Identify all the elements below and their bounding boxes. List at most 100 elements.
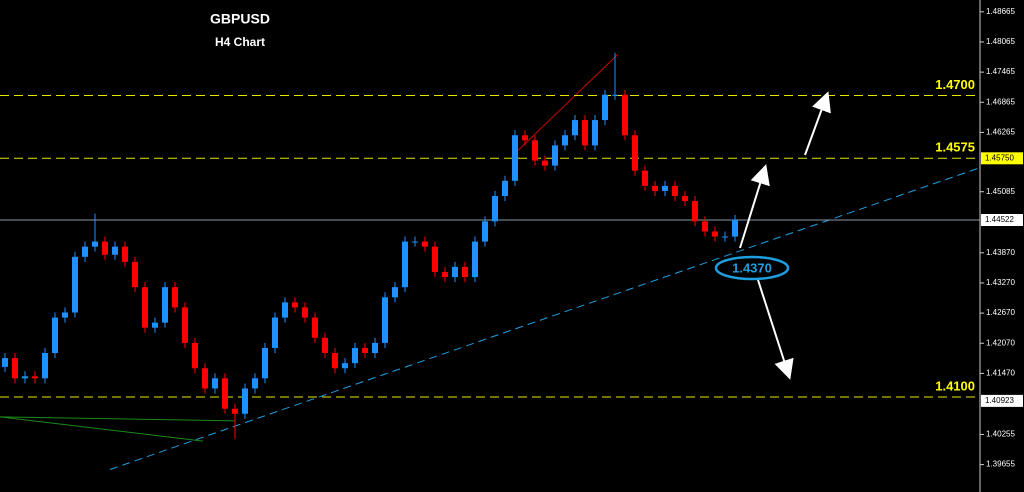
y-tick-label: 1.45085: [986, 187, 1015, 196]
candle-body: [422, 241, 428, 247]
candle-body: [672, 185, 678, 197]
candle-body: [732, 220, 738, 237]
arrow: [804, 91, 831, 156]
candle-body: [642, 170, 648, 186]
candle-body: [172, 287, 178, 308]
price-box-label: 1.40923: [985, 396, 1014, 405]
annotation: 1.4370: [732, 260, 772, 275]
candle-body: [222, 378, 228, 409]
candle-body: [2, 358, 8, 367]
y-tick-label: 1.47465: [986, 67, 1015, 76]
candle-body: [452, 266, 458, 278]
y-tick-label: 1.39655: [986, 460, 1015, 469]
candle-body: [122, 246, 128, 262]
candle-body: [42, 352, 48, 379]
candle-body: [592, 120, 598, 146]
candle-body: [312, 317, 318, 338]
candle-body: [212, 378, 218, 389]
candle-body: [182, 307, 188, 343]
y-tick-label: 1.43870: [986, 248, 1015, 257]
candle-body: [72, 256, 78, 313]
y-tick-label: 1.46265: [986, 128, 1015, 137]
candle-body: [572, 120, 578, 136]
candle-body: [522, 135, 528, 141]
candle-body: [702, 221, 708, 232]
price-box-label: 1.45750: [985, 153, 1014, 162]
annotation-ellipse: [714, 255, 790, 281]
candle-body: [392, 287, 398, 298]
candle-body: [202, 368, 208, 389]
arrow: [757, 279, 794, 380]
candle-body: [372, 342, 378, 353]
candle-body: [52, 317, 58, 353]
candle-body: [612, 94, 618, 96]
candle-body: [542, 160, 548, 166]
candle-body: [152, 322, 158, 328]
y-tick-label: 1.42070: [986, 338, 1015, 347]
y-tick-label: 1.48665: [986, 7, 1015, 16]
candle-body: [662, 185, 668, 191]
candle-body: [162, 287, 168, 323]
y-tick-label: 1.41470: [986, 369, 1015, 378]
candle-body: [62, 312, 68, 318]
candle-body: [282, 302, 288, 318]
candle-body: [432, 246, 438, 272]
candle-body: [552, 145, 558, 166]
candle-body: [132, 261, 138, 288]
candle-body: [352, 347, 358, 364]
candle-body: [322, 337, 328, 353]
candle-body: [512, 135, 518, 181]
candle-body: [632, 135, 638, 171]
y-tick-label: 1.40255: [986, 430, 1015, 439]
candle-body: [242, 388, 248, 414]
chart-subtitle: H4 Chart: [215, 35, 265, 49]
trendline: [0, 416, 236, 422]
level-label: 1.4100: [935, 378, 975, 393]
candle-body: [562, 135, 568, 146]
price-box: [981, 152, 1023, 165]
candle-body: [12, 358, 18, 379]
candle-body: [412, 241, 418, 243]
candle-body: [712, 231, 718, 237]
candle-body: [112, 246, 118, 255]
y-tick-label: 1.46865: [986, 97, 1015, 106]
candle-body: [302, 307, 308, 318]
candle-body: [262, 347, 268, 379]
candle-body: [92, 241, 98, 247]
price-box-label: 1.44522: [985, 215, 1014, 224]
candle-body: [332, 352, 338, 369]
candle-body: [402, 241, 408, 288]
candle-body: [342, 363, 348, 369]
candle-body: [602, 94, 608, 121]
trendline: [0, 416, 204, 442]
candle-body: [32, 376, 38, 379]
candle-body: [502, 180, 508, 197]
candle-body: [82, 246, 88, 257]
arrow: [739, 164, 770, 249]
price-box: [981, 394, 1023, 407]
y-tick-label: 1.48065: [986, 37, 1015, 46]
candle-body: [622, 94, 628, 136]
candle-body: [292, 302, 298, 308]
candle-body: [22, 376, 28, 379]
candle-body: [142, 287, 148, 328]
price-box: [981, 214, 1023, 227]
candle-body: [652, 185, 658, 191]
candle-body: [692, 201, 698, 222]
candle-body: [532, 140, 538, 161]
trendline: [109, 167, 981, 470]
candle-body: [382, 297, 388, 343]
y-tick-label: 1.42670: [986, 308, 1015, 317]
candle-body: [722, 236, 728, 238]
level-label: 1.4700: [935, 77, 975, 92]
candle-body: [482, 221, 488, 242]
level-label: 1.4575: [935, 140, 975, 155]
candle-body: [582, 120, 588, 146]
candle-body: [252, 378, 258, 389]
candle-body: [492, 196, 498, 222]
trendline: [517, 53, 619, 151]
candle-body: [232, 408, 238, 414]
candle-body: [682, 196, 688, 202]
